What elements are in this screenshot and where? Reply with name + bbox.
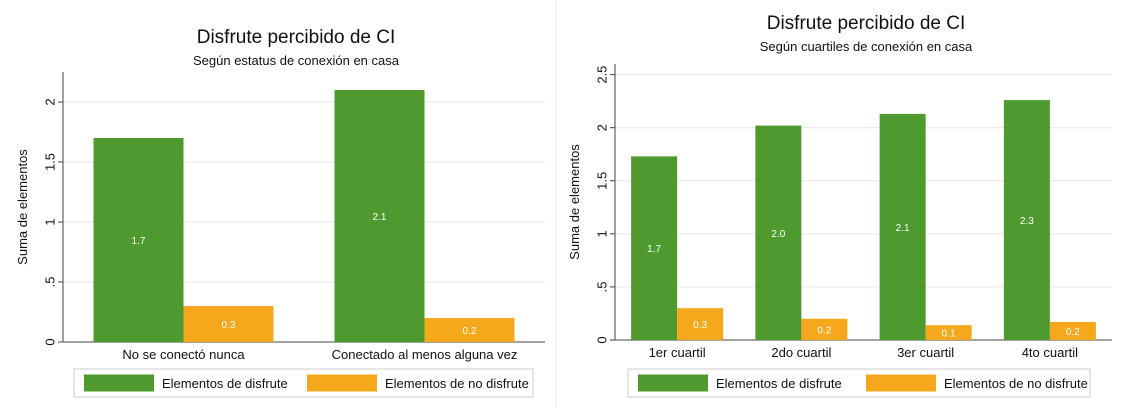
bar-value-label: 0.1 — [942, 329, 956, 340]
y-axis-label: Suma de elementos — [15, 149, 30, 265]
legend-label-no-enjoy: Elementos de no disfrute — [385, 376, 529, 391]
y-tick-label: 2 — [42, 98, 57, 105]
bar-enjoy — [1003, 100, 1050, 340]
x-tick-label: 4to cuartil — [1022, 345, 1078, 360]
y-tick-label: 2.5 — [594, 66, 609, 84]
legend-swatch-no-enjoy — [307, 374, 377, 392]
bar-chart-connection-status: Disfrute percibido de CI Según estatus de… — [15, 27, 545, 398]
bar-value-label: 1.7 — [647, 244, 661, 255]
bar-value-label: 2.0 — [771, 229, 785, 240]
bar-chart-connection-quartiles: Disfrute percibido de CI Según cuartiles … — [567, 13, 1112, 398]
bar-value-label: 0.3 — [222, 320, 236, 331]
bar-no-enjoy — [1049, 321, 1096, 340]
chart-title: Disfrute percibido de CI — [767, 13, 966, 34]
bar-enjoy — [879, 113, 926, 341]
chart-subtitle: Según cuartiles de conexión en casa — [760, 39, 973, 54]
bar-no-enjoy — [677, 308, 724, 340]
bar-value-label: 0.3 — [693, 320, 707, 331]
legend-label-enjoy: Elementos de disfrute — [162, 376, 288, 391]
y-tick-label: .5 — [594, 282, 609, 293]
bar-no-enjoy — [424, 318, 515, 342]
bar-value-label: 0.2 — [817, 325, 831, 336]
chart-panel-connection-quartiles: Disfrute percibido de CI Según cuartiles … — [560, 0, 1121, 408]
bar-no-enjoy — [801, 318, 848, 340]
chart-panel-connection-status: Disfrute percibido de CI Según estatus de… — [0, 0, 557, 408]
bar-value-label: 1.7 — [132, 236, 146, 247]
bar-no-enjoy — [925, 325, 972, 340]
bar-enjoy — [631, 156, 678, 340]
y-tick-label: 2 — [594, 124, 609, 131]
x-tick-label: 3er cuartil — [897, 345, 954, 360]
legend-label-no-enjoy: Elementos de no disfrute — [944, 376, 1088, 391]
y-tick-label: 0 — [594, 336, 609, 343]
legend-swatch-enjoy — [84, 374, 154, 392]
bar-enjoy — [93, 138, 184, 342]
bar-enjoy — [334, 90, 425, 342]
y-tick-label: 1 — [42, 218, 57, 225]
bar-value-label: 0.2 — [1066, 327, 1080, 338]
bar-value-label: 2.1 — [896, 223, 910, 234]
x-tick-label: 2do cuartil — [771, 345, 831, 360]
legend-swatch-no-enjoy — [866, 374, 936, 392]
y-tick-label: 0 — [42, 338, 57, 345]
y-axis-label: Suma de elementos — [567, 144, 582, 260]
x-tick-label: No se conectó nunca — [122, 347, 245, 362]
y-tick-label: 1.5 — [594, 172, 609, 190]
bar-value-label: 0.2 — [463, 326, 477, 337]
chart-subtitle: Según estatus de conexión en casa — [193, 53, 400, 68]
chart-title: Disfrute percibido de CI — [197, 27, 396, 48]
x-tick-label: Conectado al menos alguna vez — [332, 347, 518, 362]
legend-label-enjoy: Elementos de disfrute — [716, 376, 842, 391]
y-tick-label: .5 — [42, 277, 57, 288]
legend-swatch-enjoy — [638, 374, 708, 392]
y-tick-label: 1 — [594, 230, 609, 237]
bar-enjoy — [755, 125, 802, 340]
x-tick-label: 1er cuartil — [649, 345, 706, 360]
y-tick-label: 1.5 — [42, 153, 57, 171]
bar-no-enjoy — [183, 306, 274, 342]
bar-value-label: 2.3 — [1020, 216, 1034, 227]
bar-value-label: 2.1 — [373, 212, 387, 223]
